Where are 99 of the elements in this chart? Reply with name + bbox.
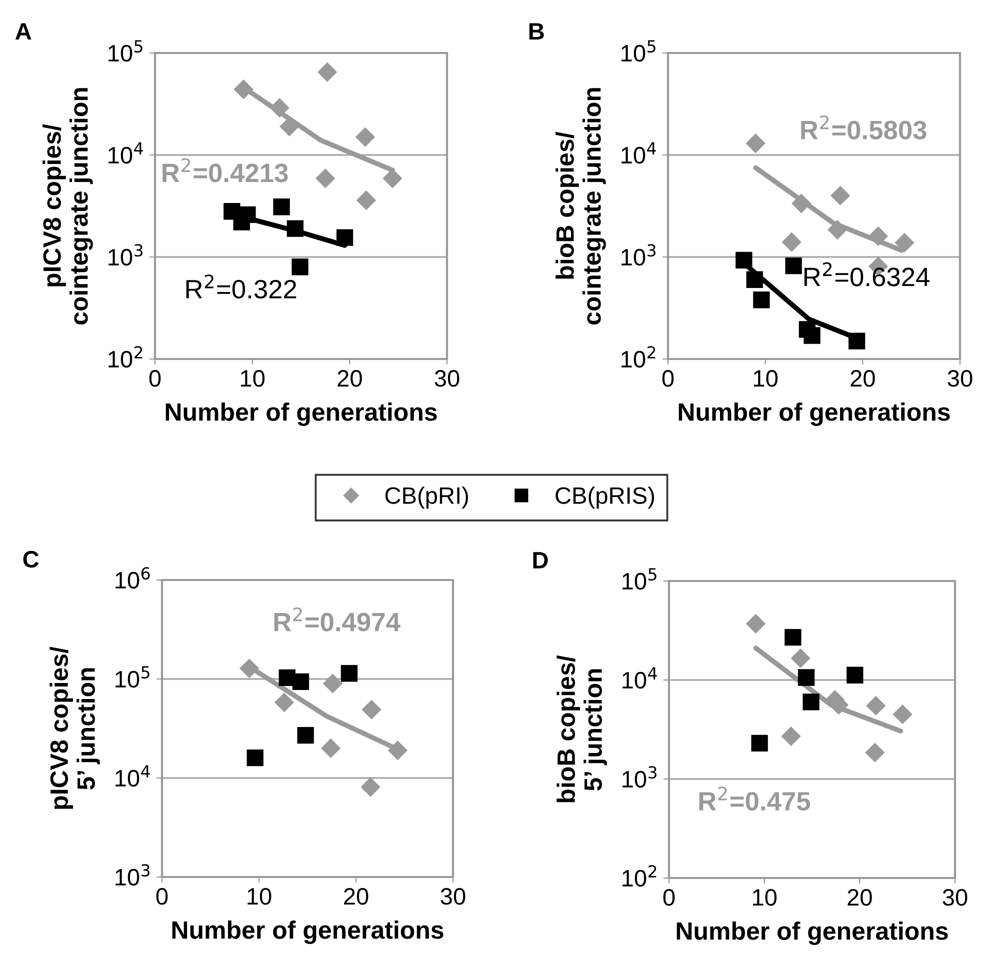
- point: [893, 704, 912, 724]
- x-tick-label: 0: [663, 889, 675, 906]
- point: [234, 80, 254, 99]
- y-tick-label: 10$^{5}$: [116, 666, 150, 688]
- point: [382, 168, 402, 188]
- y-tick-label: 10$^{4}$: [622, 142, 656, 164]
- x-axis-title: Number of generations: [678, 402, 950, 426]
- y-tick-label: 10$^{5}$: [108, 40, 142, 62]
- annotation: R$^{2}$=0.4213: [162, 158, 288, 182]
- y-tick-label: 10$^{2}$: [622, 346, 656, 368]
- point: [240, 658, 259, 678]
- point: [340, 665, 358, 682]
- y-tick-label: 10$^{6}$: [116, 567, 150, 589]
- x-tick-label: 10: [753, 889, 777, 906]
- chart-title: C: [23, 550, 39, 568]
- x-tick-label: 20: [850, 370, 875, 387]
- chart-title: D: [533, 552, 548, 568]
- point: [361, 778, 380, 797]
- point: [848, 332, 866, 350]
- point: [336, 229, 354, 246]
- point: [316, 168, 335, 188]
- x-tick-label: 0: [156, 888, 168, 905]
- point: [894, 233, 914, 252]
- chart-title: A: [15, 23, 32, 40]
- x-tick-label: 10: [241, 370, 265, 387]
- x-tick-label: 10: [248, 888, 272, 905]
- x-tick-label: 20: [848, 889, 872, 906]
- point: [866, 696, 886, 716]
- point: [388, 740, 408, 760]
- point: [792, 194, 811, 213]
- y-axis-title: pICV8 copies/ 5’ junction: [50, 646, 100, 809]
- point: [318, 62, 337, 82]
- y-tick-label: 10$^{3}$: [116, 864, 150, 886]
- point: [830, 186, 850, 206]
- y-axis-title: bioB copies/ cointegrate junction: [556, 88, 606, 324]
- point: [791, 648, 810, 668]
- point: [751, 734, 768, 752]
- y-axis-title: bioB copies/ 5’ junction: [556, 655, 607, 802]
- x-tick-label: 0: [662, 370, 674, 387]
- annotation: R$^{2}$=0.5803: [801, 115, 926, 140]
- point: [784, 628, 802, 646]
- point: [846, 666, 864, 684]
- point: [292, 673, 310, 690]
- point: [736, 252, 752, 269]
- x-tick-label: 30: [440, 888, 466, 905]
- point: [297, 726, 314, 744]
- y-tick-label: 10$^{2}$: [108, 346, 142, 368]
- point: [868, 226, 888, 246]
- point: [746, 134, 766, 153]
- x-axis-title: Number of generations: [172, 920, 444, 944]
- y-tick-label: 10$^{2}$: [622, 865, 656, 887]
- legend-label: CB(pRIS): [556, 486, 654, 509]
- annotation: R$^{2}$=0.322: [186, 274, 296, 299]
- y-tick-label: 10$^{4}$: [108, 142, 143, 164]
- point: [321, 738, 340, 758]
- point: [865, 743, 884, 762]
- x-tick-label: 20: [338, 370, 362, 387]
- point: [246, 749, 264, 766]
- point: [802, 694, 820, 710]
- y-tick-label: 10$^{4}$: [622, 667, 657, 689]
- y-tick-label: 10$^{3}$: [108, 244, 142, 266]
- x-axis-title: Number of generations: [676, 922, 948, 945]
- point: [781, 726, 801, 746]
- x-tick-label: 20: [344, 888, 368, 905]
- y-tick-label: 10$^{5}$: [622, 568, 656, 590]
- y-tick-label: 10$^{3}$: [622, 244, 656, 266]
- x-tick-label: 0: [149, 370, 161, 387]
- point: [323, 674, 342, 694]
- x-axis-title: Number of generations: [166, 402, 437, 426]
- point: [753, 292, 770, 308]
- point: [356, 190, 376, 210]
- annotation: R$^{2}$=0.6324: [804, 262, 930, 286]
- point: [746, 271, 763, 288]
- point: [785, 257, 802, 274]
- x-tick-label: 30: [942, 889, 968, 906]
- annotation: R$^{2}$=0.4974: [274, 607, 400, 632]
- x-tick-label: 30: [434, 370, 460, 387]
- point: [286, 220, 304, 237]
- y-tick-label: 10$^{4}$: [116, 765, 150, 787]
- point: [356, 128, 375, 147]
- y-axis-title: pICV8 copies/ cointegrate junction: [42, 88, 93, 324]
- chart-title: B: [529, 23, 544, 40]
- point: [273, 198, 290, 216]
- point: [828, 220, 847, 240]
- annotation: R$^{2}$=0.475: [699, 786, 810, 811]
- y-tick-label: 10$^{5}$: [622, 40, 656, 62]
- y-tick-label: 10$^{3}$: [622, 766, 656, 788]
- point: [746, 614, 766, 634]
- point: [804, 327, 820, 344]
- point: [270, 98, 290, 118]
- x-tick-label: 10: [754, 370, 778, 387]
- point: [274, 692, 294, 712]
- point: [798, 669, 815, 686]
- point: [362, 700, 382, 720]
- point: [292, 258, 308, 276]
- point: [782, 232, 802, 252]
- x-tick-label: 30: [948, 370, 972, 387]
- legend-label: CB(pRI): [385, 486, 468, 509]
- point: [239, 206, 256, 224]
